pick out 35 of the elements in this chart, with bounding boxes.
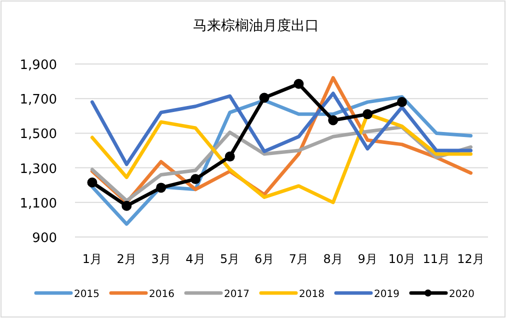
legend-label: 2015	[74, 289, 100, 300]
point	[294, 78, 304, 89]
x-tick-label: 3月	[151, 252, 171, 266]
x-tick-label: 6月	[254, 252, 274, 266]
x-tick-label: 9月	[358, 252, 378, 266]
x-tick-label: 8月	[323, 252, 343, 266]
legend-label: 2020	[449, 289, 474, 300]
point	[362, 109, 373, 120]
point	[224, 152, 235, 162]
point	[156, 182, 166, 193]
x-tick-label: 7月	[288, 252, 309, 266]
point	[122, 200, 132, 211]
y-tick-label: 900	[32, 231, 57, 246]
point	[328, 115, 338, 126]
legend-label: 2016	[149, 289, 174, 300]
point	[396, 97, 407, 108]
point	[190, 174, 200, 184]
y-tick-label: 1,500	[20, 127, 57, 142]
y-tick-label: 1,900	[20, 58, 57, 73]
x-tick-label: 10月	[388, 252, 416, 266]
point	[259, 92, 270, 103]
legend-label: 2019	[374, 289, 400, 300]
x-tick-label: 2月	[116, 252, 136, 266]
x-tick-label: 4月	[186, 252, 206, 266]
y-tick-label: 1,100	[20, 196, 57, 212]
y-tick-label: 1,300	[20, 162, 57, 177]
x-tick-label: 12月	[457, 252, 484, 266]
x-tick-label: 1月	[82, 252, 102, 266]
point	[87, 178, 98, 188]
x-tick-label: 11月	[422, 252, 450, 266]
x-tick-label: 5月	[220, 252, 240, 266]
y-tick-label: 1,700	[20, 92, 57, 108]
chart-title: 马来棕榈油月度出口	[193, 18, 319, 34]
legend-label: 2018	[299, 289, 324, 300]
legend-label: 2017	[224, 289, 250, 300]
